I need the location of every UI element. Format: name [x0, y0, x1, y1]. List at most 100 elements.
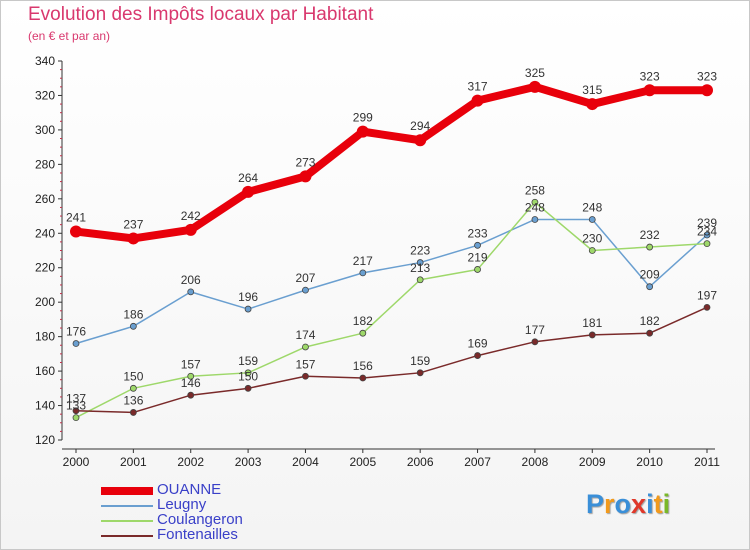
data-label: 223 [410, 244, 430, 258]
logo-letter: t [653, 489, 663, 519]
data-label: 230 [582, 232, 602, 246]
data-label: 133 [66, 399, 86, 413]
data-label: 299 [353, 111, 373, 125]
data-point [242, 185, 255, 198]
legend-item-leugny: Leugny [101, 496, 321, 513]
data-label: 239 [697, 216, 717, 230]
logo-letter: r [604, 489, 615, 519]
data-label: 146 [181, 376, 201, 390]
data-point [416, 259, 424, 266]
data-label: 209 [640, 268, 660, 282]
data-label: 234 [697, 225, 717, 239]
data-label: 156 [353, 359, 373, 373]
data-point [302, 372, 309, 380]
data-label: 150 [238, 369, 258, 383]
y-tick-label: 200 [35, 295, 55, 309]
data-label: 325 [525, 66, 545, 80]
data-point [646, 243, 654, 251]
logo-letter: o [614, 489, 632, 519]
x-tick-label: 2000 [63, 455, 90, 469]
data-point [302, 343, 309, 351]
legend-label: Coulangeron [157, 511, 243, 528]
legend-label: OUANNE [157, 481, 222, 498]
data-point [244, 369, 252, 377]
data-label: 137 [66, 392, 86, 406]
data-point [187, 288, 195, 296]
data-label: 169 [468, 337, 488, 351]
y-tick-label: 140 [35, 399, 55, 413]
x-tick-label: 2003 [235, 455, 262, 469]
chart-title: Evolution des Impôts locaux par Habitant [28, 4, 374, 25]
data-point [129, 409, 137, 416]
legend-item-fontenailles: Fontenailles [101, 527, 321, 543]
data-point [359, 374, 367, 382]
data-point [70, 225, 82, 238]
data-label: 323 [640, 69, 660, 83]
data-point [356, 125, 369, 138]
data-point [184, 223, 197, 236]
legend-swatch [101, 486, 153, 495]
data-point [414, 134, 427, 147]
data-point [531, 216, 539, 223]
data-label: 213 [410, 261, 430, 275]
data-label: 157 [295, 357, 315, 371]
data-label: 323 [697, 69, 717, 83]
data-point [359, 329, 367, 337]
data-point [531, 198, 539, 206]
data-label: 248 [525, 200, 545, 214]
y-tick-label: 340 [35, 54, 55, 68]
data-label: 315 [582, 83, 602, 97]
series-line-leugny [75, 218, 708, 345]
data-label: 196 [238, 290, 258, 304]
data-point [474, 266, 481, 273]
logo-letter: i [662, 489, 671, 519]
data-label: 233 [468, 226, 488, 240]
data-label: 159 [238, 354, 258, 368]
x-tick-label: 2006 [407, 455, 434, 469]
series-layer [70, 80, 713, 422]
data-label: 317 [468, 80, 488, 94]
logo-letter: P [586, 489, 605, 519]
data-point [72, 414, 80, 422]
y-tick-label: 280 [35, 157, 55, 171]
legend: OUANNE Leugny Coulangeron Fontenailles [101, 481, 321, 543]
data-point [586, 98, 599, 111]
legend-label: Leugny [157, 496, 207, 513]
data-point [127, 232, 140, 245]
data-point [646, 283, 654, 291]
data-point [244, 384, 252, 392]
proxiti-logo: Proxiti [586, 489, 670, 520]
x-tick-label: 2007 [464, 455, 491, 469]
data-label: 237 [123, 217, 143, 231]
data-label: 181 [582, 316, 602, 330]
y-tick-label: 180 [35, 330, 55, 344]
data-point [187, 391, 195, 399]
data-label: 177 [525, 323, 545, 337]
data-label: 248 [582, 200, 602, 214]
x-tick-label: 2009 [579, 455, 606, 469]
data-point [302, 286, 309, 294]
legend-swatch [101, 504, 153, 507]
data-label: 241 [66, 211, 86, 225]
legend-swatch [101, 519, 153, 522]
data-label: 264 [238, 171, 258, 185]
data-point [474, 352, 481, 359]
data-label: 182 [640, 314, 660, 328]
data-label: 207 [295, 271, 315, 285]
logo-letter: x [631, 489, 647, 519]
data-point [359, 269, 367, 277]
logo-letter: i [646, 489, 654, 519]
y-tick-label: 240 [35, 226, 55, 240]
x-tick-label: 2001 [120, 455, 147, 469]
y-tick-label: 260 [35, 192, 55, 206]
data-point [299, 170, 312, 183]
data-point [72, 407, 80, 415]
data-point [187, 372, 195, 380]
y-tick-label: 160 [35, 364, 55, 378]
y-tick-label: 300 [35, 123, 55, 137]
data-point [643, 84, 656, 97]
data-label: 174 [295, 328, 315, 342]
data-label: 176 [66, 325, 86, 339]
